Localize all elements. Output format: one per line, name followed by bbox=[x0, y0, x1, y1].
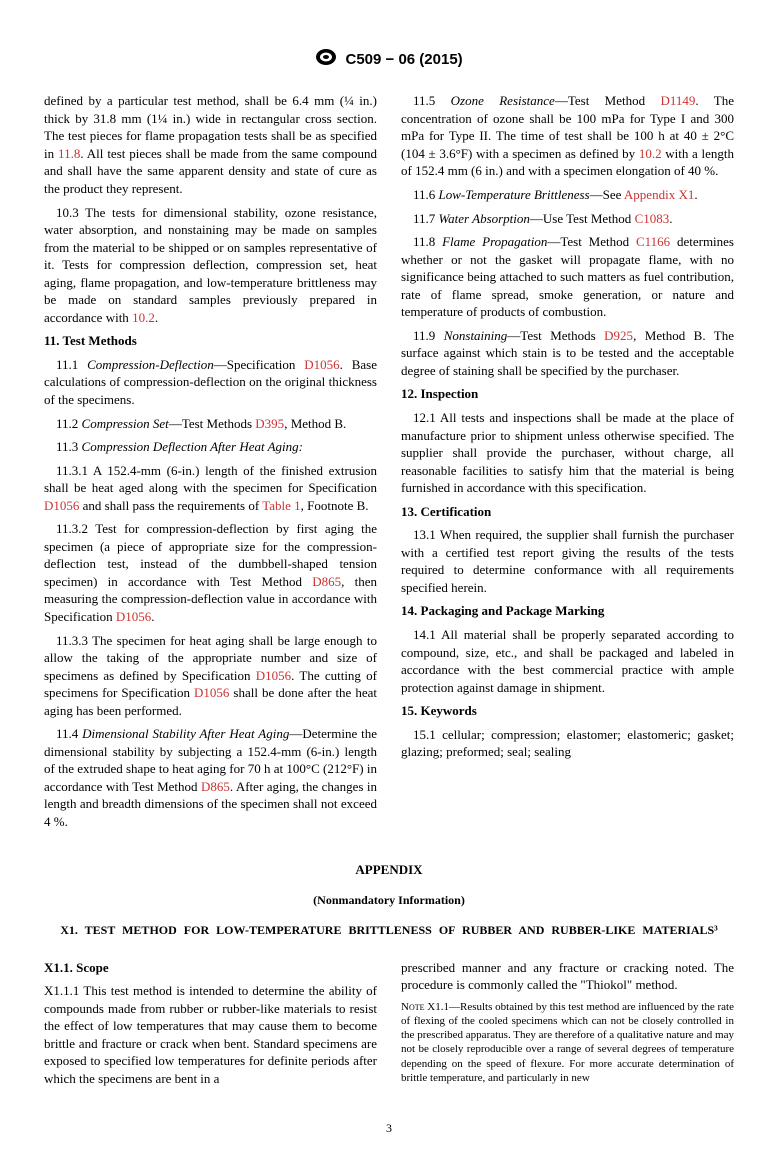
para-11-3-2: 11.3.2 Test for compression-deflection b… bbox=[44, 520, 377, 625]
section-11: 11. Test Methods bbox=[44, 332, 377, 350]
para-x1-cont: prescribed manner and any fracture or cr… bbox=[401, 959, 734, 994]
para-10-3: 10.3 The tests for dimensional stability… bbox=[44, 204, 377, 327]
para-13-1: 13.1 When required, the supplier shall f… bbox=[401, 526, 734, 596]
para-14-1: 14.1 All material shall be properly sepa… bbox=[401, 626, 734, 696]
para-11-7: 11.7 Water Absorption—Use Test Method C1… bbox=[401, 210, 734, 228]
para-11-3-1: 11.3.1 A 152.4-mm (6-in.) length of the … bbox=[44, 462, 377, 515]
appendix-subtitle: (Nonmandatory Information) bbox=[44, 892, 734, 908]
para-11-3-3: 11.3.3 The specimen for heat aging shall… bbox=[44, 632, 377, 720]
appendix-columns: X1.1. Scope X1.1.1 This test method is i… bbox=[44, 959, 734, 1093]
para-11-9: 11.9 Nonstaining—Test Methods D925, Meth… bbox=[401, 327, 734, 380]
para-11-4: 11.4 Dimensional Stability After Heat Ag… bbox=[44, 725, 377, 830]
para-x1-1-1: X1.1.1 This test method is intended to d… bbox=[44, 982, 377, 1087]
appendix-x1-title: X1. TEST METHOD FOR LOW-TEMPERATURE BRIT… bbox=[44, 922, 734, 938]
appendix-title: APPENDIX bbox=[44, 861, 734, 879]
para-15-1: 15.1 cellular; compression; elastomer; e… bbox=[401, 726, 734, 761]
para-11-6: 11.6 Low-Temperature Brittleness—See App… bbox=[401, 186, 734, 204]
para-11-1: 11.1 Compression-Deflection—Specificatio… bbox=[44, 356, 377, 409]
para-11-3: 11.3 Compression Deflection After Heat A… bbox=[44, 438, 377, 456]
page-header: C509 − 06 (2015) bbox=[44, 48, 734, 72]
para-11-5: 11.5 Ozone Resistance—Test Method D1149.… bbox=[401, 92, 734, 180]
body-columns: defined by a particular test method, sha… bbox=[44, 92, 734, 830]
section-15: 15. Keywords bbox=[401, 702, 734, 720]
astm-logo bbox=[315, 48, 337, 72]
para-11-8: 11.8 Flame Propagation—Test Method C1166… bbox=[401, 233, 734, 321]
page-number: 3 bbox=[44, 1120, 734, 1136]
note-x1-1: Note X1.1—Results obtained by this test … bbox=[401, 1000, 734, 1086]
section-x1-1: X1.1. Scope bbox=[44, 959, 377, 977]
section-12: 12. Inspection bbox=[401, 385, 734, 403]
para-11-2: 11.2 Compression Set—Test Methods D395, … bbox=[44, 415, 377, 433]
appendix-header: APPENDIX (Nonmandatory Information) X1. … bbox=[44, 861, 734, 939]
para-10-2-cont: defined by a particular test method, sha… bbox=[44, 92, 377, 197]
designation: C509 − 06 (2015) bbox=[346, 51, 463, 68]
para-12-1: 12.1 All tests and inspections shall be … bbox=[401, 409, 734, 497]
section-14: 14. Packaging and Package Marking bbox=[401, 602, 734, 620]
section-13: 13. Certification bbox=[401, 503, 734, 521]
